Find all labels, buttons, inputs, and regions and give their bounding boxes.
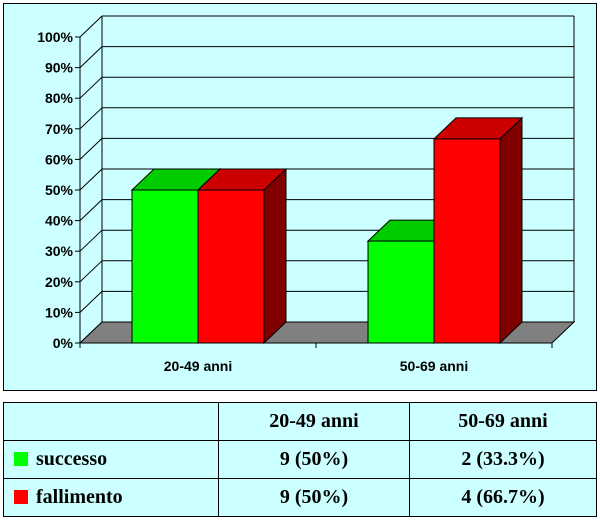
- y-tick-label: 80%: [45, 90, 74, 106]
- red-swatch-icon: [14, 490, 28, 504]
- side-gridline: [79, 107, 103, 130]
- row-label-successo: successo: [3, 440, 219, 479]
- bar-side: [499, 116, 523, 345]
- bar: [367, 240, 435, 344]
- bar-side: [263, 167, 287, 345]
- side-gridline: [79, 76, 103, 99]
- side-gridline: [79, 138, 103, 160]
- row-label-text: fallimento: [36, 486, 123, 508]
- green-swatch-icon: [14, 452, 28, 466]
- side-gridline: [79, 15, 103, 38]
- row-label-fallimento: fallimento: [3, 478, 219, 517]
- table-header-empty: [3, 402, 219, 441]
- x-category-label: 20-49 anni: [164, 358, 232, 374]
- data-table: 20-49 anni 50-69 anni successo 9 (50%) 2…: [3, 402, 597, 517]
- y-tick-label: 40%: [45, 213, 74, 229]
- table-header-col-1: 20-49 anni: [218, 402, 410, 441]
- y-tick-label: 60%: [45, 151, 74, 167]
- bar: [433, 138, 501, 344]
- y-tick-label: 0%: [53, 335, 74, 351]
- y-tick-label: 20%: [45, 274, 74, 290]
- table-row: successo 9 (50%) 2 (33.3%): [3, 440, 597, 479]
- bar: [131, 189, 199, 344]
- table-header-col-2: 50-69 anni: [409, 402, 597, 441]
- side-gridline: [79, 46, 103, 68]
- table-header-row: 20-49 anni 50-69 anni: [3, 402, 597, 441]
- side-gridline: [79, 229, 103, 252]
- table-cell: 4 (66.7%): [409, 478, 597, 517]
- y-tick-label: 10%: [45, 304, 74, 320]
- y-tick-label: 70%: [45, 121, 74, 137]
- y-tick-label: 90%: [45, 60, 74, 76]
- chart-panel: 0% 10% 20% 30% 40% 50% 60% 70% 80% 90% 100% 20-49 a…: [3, 3, 597, 391]
- bar: [197, 189, 265, 344]
- table-row: fallimento 9 (50%) 4 (66.7%): [3, 478, 597, 517]
- y-tick-label: 50%: [45, 182, 74, 198]
- table-cell: 9 (50%): [218, 478, 410, 517]
- table-cell: 2 (33.3%): [409, 440, 597, 479]
- y-tick-label: 100%: [37, 29, 73, 45]
- side-gridline: [79, 291, 103, 313]
- y-tick-label: 30%: [45, 243, 74, 259]
- side-gridline: [79, 168, 103, 191]
- bar-chart: 0% 10% 20% 30% 40% 50% 60% 70% 80% 90% 100% 20-49 a…: [37, 15, 576, 374]
- table-cell: 9 (50%): [218, 440, 410, 479]
- side-gridline: [79, 260, 103, 283]
- side-gridline: [79, 199, 103, 221]
- row-label-text: successo: [36, 448, 108, 470]
- x-category-label: 50-69 anni: [400, 358, 468, 374]
